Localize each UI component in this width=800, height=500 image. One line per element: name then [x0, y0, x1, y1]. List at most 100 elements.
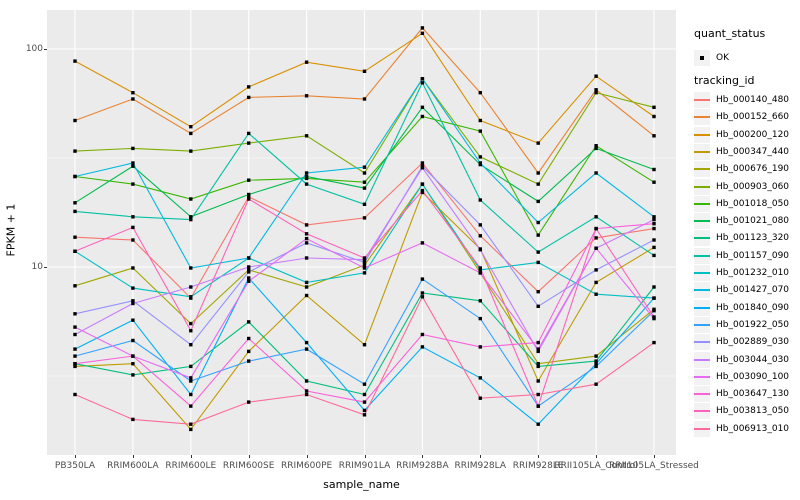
- data-point: [478, 118, 482, 123]
- legend-title-tracking-id: tracking_id: [694, 74, 755, 87]
- data-point: [304, 389, 309, 393]
- data-point: [131, 215, 135, 219]
- series-color-line-icon: [694, 358, 710, 361]
- legend-item-ok: OK: [694, 49, 729, 66]
- data-point: [536, 362, 540, 366]
- data-point: [247, 359, 251, 363]
- data-point: [189, 364, 193, 369]
- data-point: [362, 256, 367, 260]
- data-point: [536, 340, 540, 345]
- data-point: [652, 315, 656, 319]
- data-point: [73, 312, 77, 316]
- x-tick-label: RRIM600LA: [107, 461, 159, 471]
- data-point: [362, 202, 367, 206]
- data-point: [594, 354, 598, 358]
- data-point: [247, 131, 251, 136]
- data-point: [247, 336, 251, 341]
- data-point: [420, 77, 425, 81]
- legend-item-label: Hb_000140_480: [716, 95, 790, 105]
- data-point: [536, 250, 540, 254]
- data-point: [73, 235, 77, 239]
- data-point: [247, 95, 251, 100]
- data-point: [131, 354, 135, 358]
- legend-item: Hb_002889_030: [694, 334, 789, 351]
- data-point: [536, 220, 540, 225]
- legend-item: Hb_001123_320: [694, 230, 789, 247]
- legend-key-line: [694, 195, 710, 212]
- series-color-line-icon: [694, 202, 710, 205]
- data-point: [189, 404, 193, 408]
- series-color-line-icon: [694, 272, 710, 274]
- x-tick-mark: [654, 455, 655, 458]
- data-point: [536, 233, 540, 237]
- data-point: [304, 171, 309, 175]
- legend-item-label: Hb_001232_010: [716, 268, 790, 278]
- data-point: [478, 266, 482, 270]
- legend-item: Hb_001922_050: [694, 316, 789, 333]
- x-tick-mark: [422, 455, 424, 458]
- data-point: [594, 268, 598, 272]
- x-tick-mark: [248, 455, 250, 458]
- plot-panel: [47, 10, 676, 455]
- data-point: [189, 285, 193, 289]
- data-point: [652, 215, 656, 219]
- legend-item-label: OK: [716, 52, 729, 63]
- data-point: [189, 422, 193, 426]
- data-point: [189, 266, 193, 270]
- data-point: [652, 226, 656, 231]
- series-color-line-icon: [694, 427, 710, 430]
- data-point: [652, 340, 656, 345]
- data-point: [73, 392, 77, 397]
- x-tick-mark: [190, 455, 192, 458]
- data-point: [536, 347, 540, 351]
- legend-key-line: [694, 247, 710, 264]
- series-color-line-icon: [694, 168, 710, 171]
- data-point: [247, 320, 251, 324]
- data-point: [304, 182, 309, 186]
- data-point: [652, 238, 656, 242]
- y-tick-mark: [44, 267, 47, 268]
- data-point: [304, 256, 309, 260]
- series-color-line-icon: [694, 341, 710, 344]
- data-point: [73, 201, 77, 205]
- data-point: [131, 373, 135, 377]
- data-point: [362, 263, 367, 267]
- legend-key-line: [694, 230, 710, 247]
- data-point: [362, 266, 367, 270]
- data-point: [536, 304, 540, 308]
- x-tick-label: RRII105LA_Control: [554, 461, 638, 471]
- series-color-line-icon: [694, 133, 710, 136]
- data-point: [536, 364, 540, 369]
- data-point: [131, 286, 135, 290]
- legend-item-label: Hb_003813_050: [716, 406, 790, 417]
- data-point: [304, 94, 309, 98]
- data-point: [536, 171, 540, 175]
- data-point: [536, 422, 540, 426]
- legend-item-label: Hb_003647_130: [716, 389, 790, 400]
- data-point: [420, 345, 425, 349]
- legend-item-label: Hb_006913_010: [716, 423, 790, 434]
- x-tick-label: RRIM928LA: [454, 461, 507, 471]
- series-color-line-icon: [694, 220, 710, 223]
- legend-item: Hb_000903_060: [694, 178, 789, 195]
- data-point: [304, 392, 309, 397]
- data-point: [189, 376, 193, 380]
- data-point: [73, 209, 77, 214]
- legend-item-label: Hb_001840_090: [716, 302, 790, 313]
- legend-key-line: [694, 161, 710, 178]
- legend-item-label: Hb_000152_660: [716, 112, 790, 123]
- legend-item: Hb_001021_080: [694, 213, 789, 230]
- data-point: [304, 241, 309, 245]
- series-color-line-icon: [694, 289, 710, 292]
- legend-item: Hb_000140_480: [694, 92, 789, 109]
- data-point: [478, 234, 482, 238]
- data-point: [362, 271, 367, 275]
- legend-key-line: [694, 351, 710, 368]
- y-tick-label: 10: [31, 262, 43, 272]
- data-point: [362, 180, 367, 184]
- data-point: [131, 97, 135, 101]
- data-point: [73, 149, 77, 153]
- data-point: [478, 396, 482, 400]
- series-color-line-icon: [694, 99, 710, 101]
- data-point: [594, 362, 598, 366]
